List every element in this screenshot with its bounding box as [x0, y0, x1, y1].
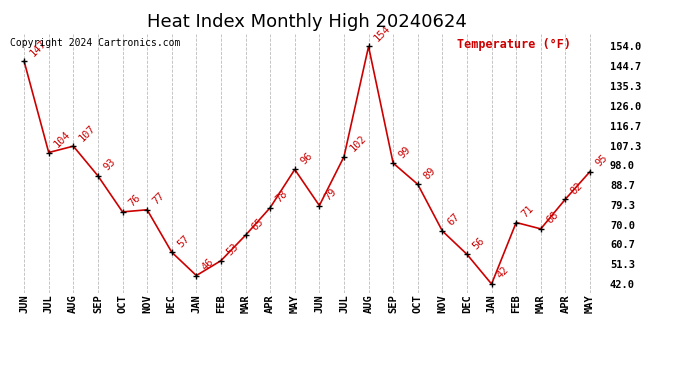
Title: Heat Index Monthly High 20240624: Heat Index Monthly High 20240624 [147, 13, 467, 31]
Text: 89: 89 [422, 165, 437, 181]
Text: 46: 46 [200, 256, 216, 272]
Text: Temperature (°F): Temperature (°F) [457, 38, 571, 51]
Text: 65: 65 [249, 216, 265, 232]
Text: 76: 76 [126, 193, 142, 209]
Text: 56: 56 [471, 235, 486, 251]
Text: 99: 99 [397, 144, 413, 160]
Text: 107: 107 [77, 123, 97, 143]
Text: 147: 147 [28, 38, 48, 58]
Text: 57: 57 [175, 233, 191, 249]
Text: 102: 102 [348, 133, 368, 154]
Text: 95: 95 [593, 153, 609, 168]
Text: 42: 42 [495, 265, 511, 281]
Text: 71: 71 [520, 203, 535, 219]
Text: 79: 79 [323, 186, 339, 202]
Text: 68: 68 [544, 210, 560, 226]
Text: 77: 77 [151, 191, 167, 207]
Text: 82: 82 [569, 180, 585, 196]
Text: 67: 67 [446, 212, 462, 228]
Text: 93: 93 [101, 157, 117, 172]
Text: Copyright 2024 Cartronics.com: Copyright 2024 Cartronics.com [10, 38, 180, 48]
Text: 104: 104 [52, 129, 72, 149]
Text: 78: 78 [274, 189, 290, 204]
Text: 96: 96 [299, 150, 315, 166]
Text: 53: 53 [225, 242, 241, 258]
Text: 154: 154 [372, 23, 393, 43]
